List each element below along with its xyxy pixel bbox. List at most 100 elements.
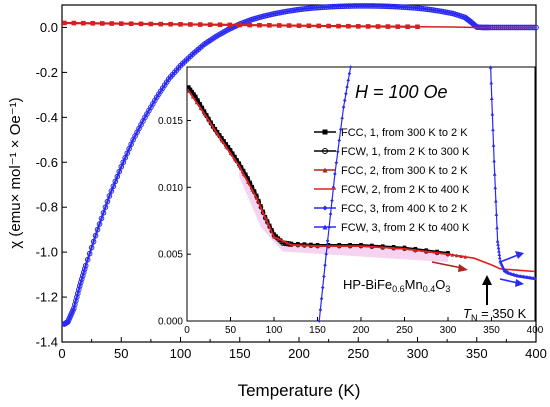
inset-data-point xyxy=(533,276,537,281)
cooling-arrow-head xyxy=(458,264,468,272)
legend-item: FCC, 3, from 400 K to 2 K xyxy=(314,203,468,215)
inset-data-point xyxy=(490,111,495,116)
main-data-point xyxy=(148,21,154,27)
main-data-point xyxy=(102,204,109,210)
inset-data-point xyxy=(320,285,325,290)
main-data-point xyxy=(284,8,290,15)
main-data-point xyxy=(333,3,340,10)
main-data-point xyxy=(379,3,385,9)
inset-data-point xyxy=(323,263,327,268)
main-data-point xyxy=(375,24,381,29)
main-data-point xyxy=(74,294,80,300)
y-tick-label: -1.2 xyxy=(36,290,58,305)
inset-y-tick-label: 0.010 xyxy=(158,183,183,194)
main-data-point xyxy=(426,6,433,13)
inset-series-line xyxy=(188,90,536,273)
x-tick-label: 100 xyxy=(170,346,192,361)
main-data-point xyxy=(138,21,144,27)
main-data-point xyxy=(331,3,338,10)
compound-subscript: 3 xyxy=(445,284,450,294)
compound-part: O xyxy=(435,277,445,292)
main-data-point xyxy=(158,21,164,27)
main-data-point xyxy=(369,3,375,9)
main-data-point xyxy=(298,6,304,13)
main-data-point xyxy=(424,6,431,13)
main-data-point xyxy=(197,22,203,27)
inset-data-point xyxy=(334,161,339,165)
main-data-point xyxy=(315,4,322,11)
main-data-point xyxy=(106,193,113,199)
main-data-point xyxy=(104,198,111,205)
main-data-point xyxy=(71,305,77,312)
main-data-point xyxy=(346,23,351,29)
main-data-point xyxy=(81,266,88,272)
main-data-point xyxy=(396,4,403,10)
main-data-point xyxy=(81,20,86,26)
main-data-point xyxy=(347,3,354,9)
y-axis-label: χ (emu× mol⁻¹ × Oe⁻¹) xyxy=(7,97,24,248)
main-data-point xyxy=(327,3,334,10)
main-data-point xyxy=(118,21,124,26)
main-data-point xyxy=(313,4,320,11)
main-data-point xyxy=(323,4,330,10)
main-data-point xyxy=(79,272,86,279)
inset-data-point xyxy=(491,127,495,132)
inset-x-tick-label: 350 xyxy=(483,325,500,336)
main-data-point xyxy=(77,279,84,286)
main-data-point xyxy=(310,5,316,11)
main-data-point xyxy=(434,7,441,14)
legend-item: FCC, 2, from 300 K to 2 K xyxy=(314,165,468,177)
y-tick-label: -0.4 xyxy=(36,110,58,125)
x-tick-label: 150 xyxy=(229,346,251,361)
main-data-point xyxy=(385,24,391,29)
inset-data-point xyxy=(319,296,324,301)
main-data-point xyxy=(286,23,292,28)
inset-x-tick-label: 150 xyxy=(309,325,326,336)
main-plot: 0 50 100 150 200 250 300 350 400-1.4-1.2-1.0-0.8… xyxy=(7,3,547,400)
main-data-point xyxy=(96,221,103,227)
main-data-point xyxy=(355,24,361,29)
inset-title: H = 100 Oe xyxy=(355,82,448,102)
inset-y-tick-label: 0.015 xyxy=(158,116,183,127)
inset-y-tick-label: 0.000 xyxy=(158,317,183,328)
legend-marker xyxy=(322,224,328,230)
inset-x-tick-label: 300 xyxy=(440,325,457,336)
tn-arrow-head xyxy=(482,275,492,285)
main-data-point xyxy=(402,4,409,11)
main-data-point xyxy=(381,3,387,9)
legend-marker xyxy=(322,148,328,154)
main-data-point xyxy=(114,173,121,180)
neel-subscript: N xyxy=(471,313,478,323)
warming-arrow-upper-line xyxy=(499,254,519,263)
main-series-line xyxy=(417,26,536,29)
main-data-point xyxy=(373,3,379,9)
inset-data-point xyxy=(208,121,214,126)
warming-arrow-lower-head xyxy=(515,279,524,287)
main-data-point xyxy=(321,4,328,10)
inset-data-point xyxy=(347,71,352,76)
inset-data-point xyxy=(338,127,343,132)
main-data-point xyxy=(335,3,342,10)
main-data-point xyxy=(302,6,308,12)
main-data-point xyxy=(408,4,415,11)
inset-data-point xyxy=(328,212,333,216)
y-tick-label: -1.4 xyxy=(36,335,58,350)
main-data-point xyxy=(336,23,341,29)
inset-data-point xyxy=(317,319,322,323)
legend-item: FCW, 3, from 2 K to 400 K xyxy=(314,222,470,234)
main-data-point xyxy=(286,8,292,14)
main-data-point xyxy=(92,232,99,239)
inset-data-point xyxy=(489,96,494,100)
main-data-point xyxy=(292,7,298,13)
y-tick-label: 0.0 xyxy=(40,20,58,35)
main-data-point xyxy=(375,3,381,9)
main-data-point xyxy=(345,3,352,9)
main-data-point xyxy=(99,21,105,26)
main-data-point xyxy=(319,4,326,11)
main-data-point xyxy=(394,3,401,10)
inset-data-point xyxy=(494,198,498,203)
main-data-point xyxy=(353,3,360,9)
main-data-point xyxy=(188,22,193,27)
legend-item: FCW, 1, from 2 K to 300 K xyxy=(314,146,470,158)
